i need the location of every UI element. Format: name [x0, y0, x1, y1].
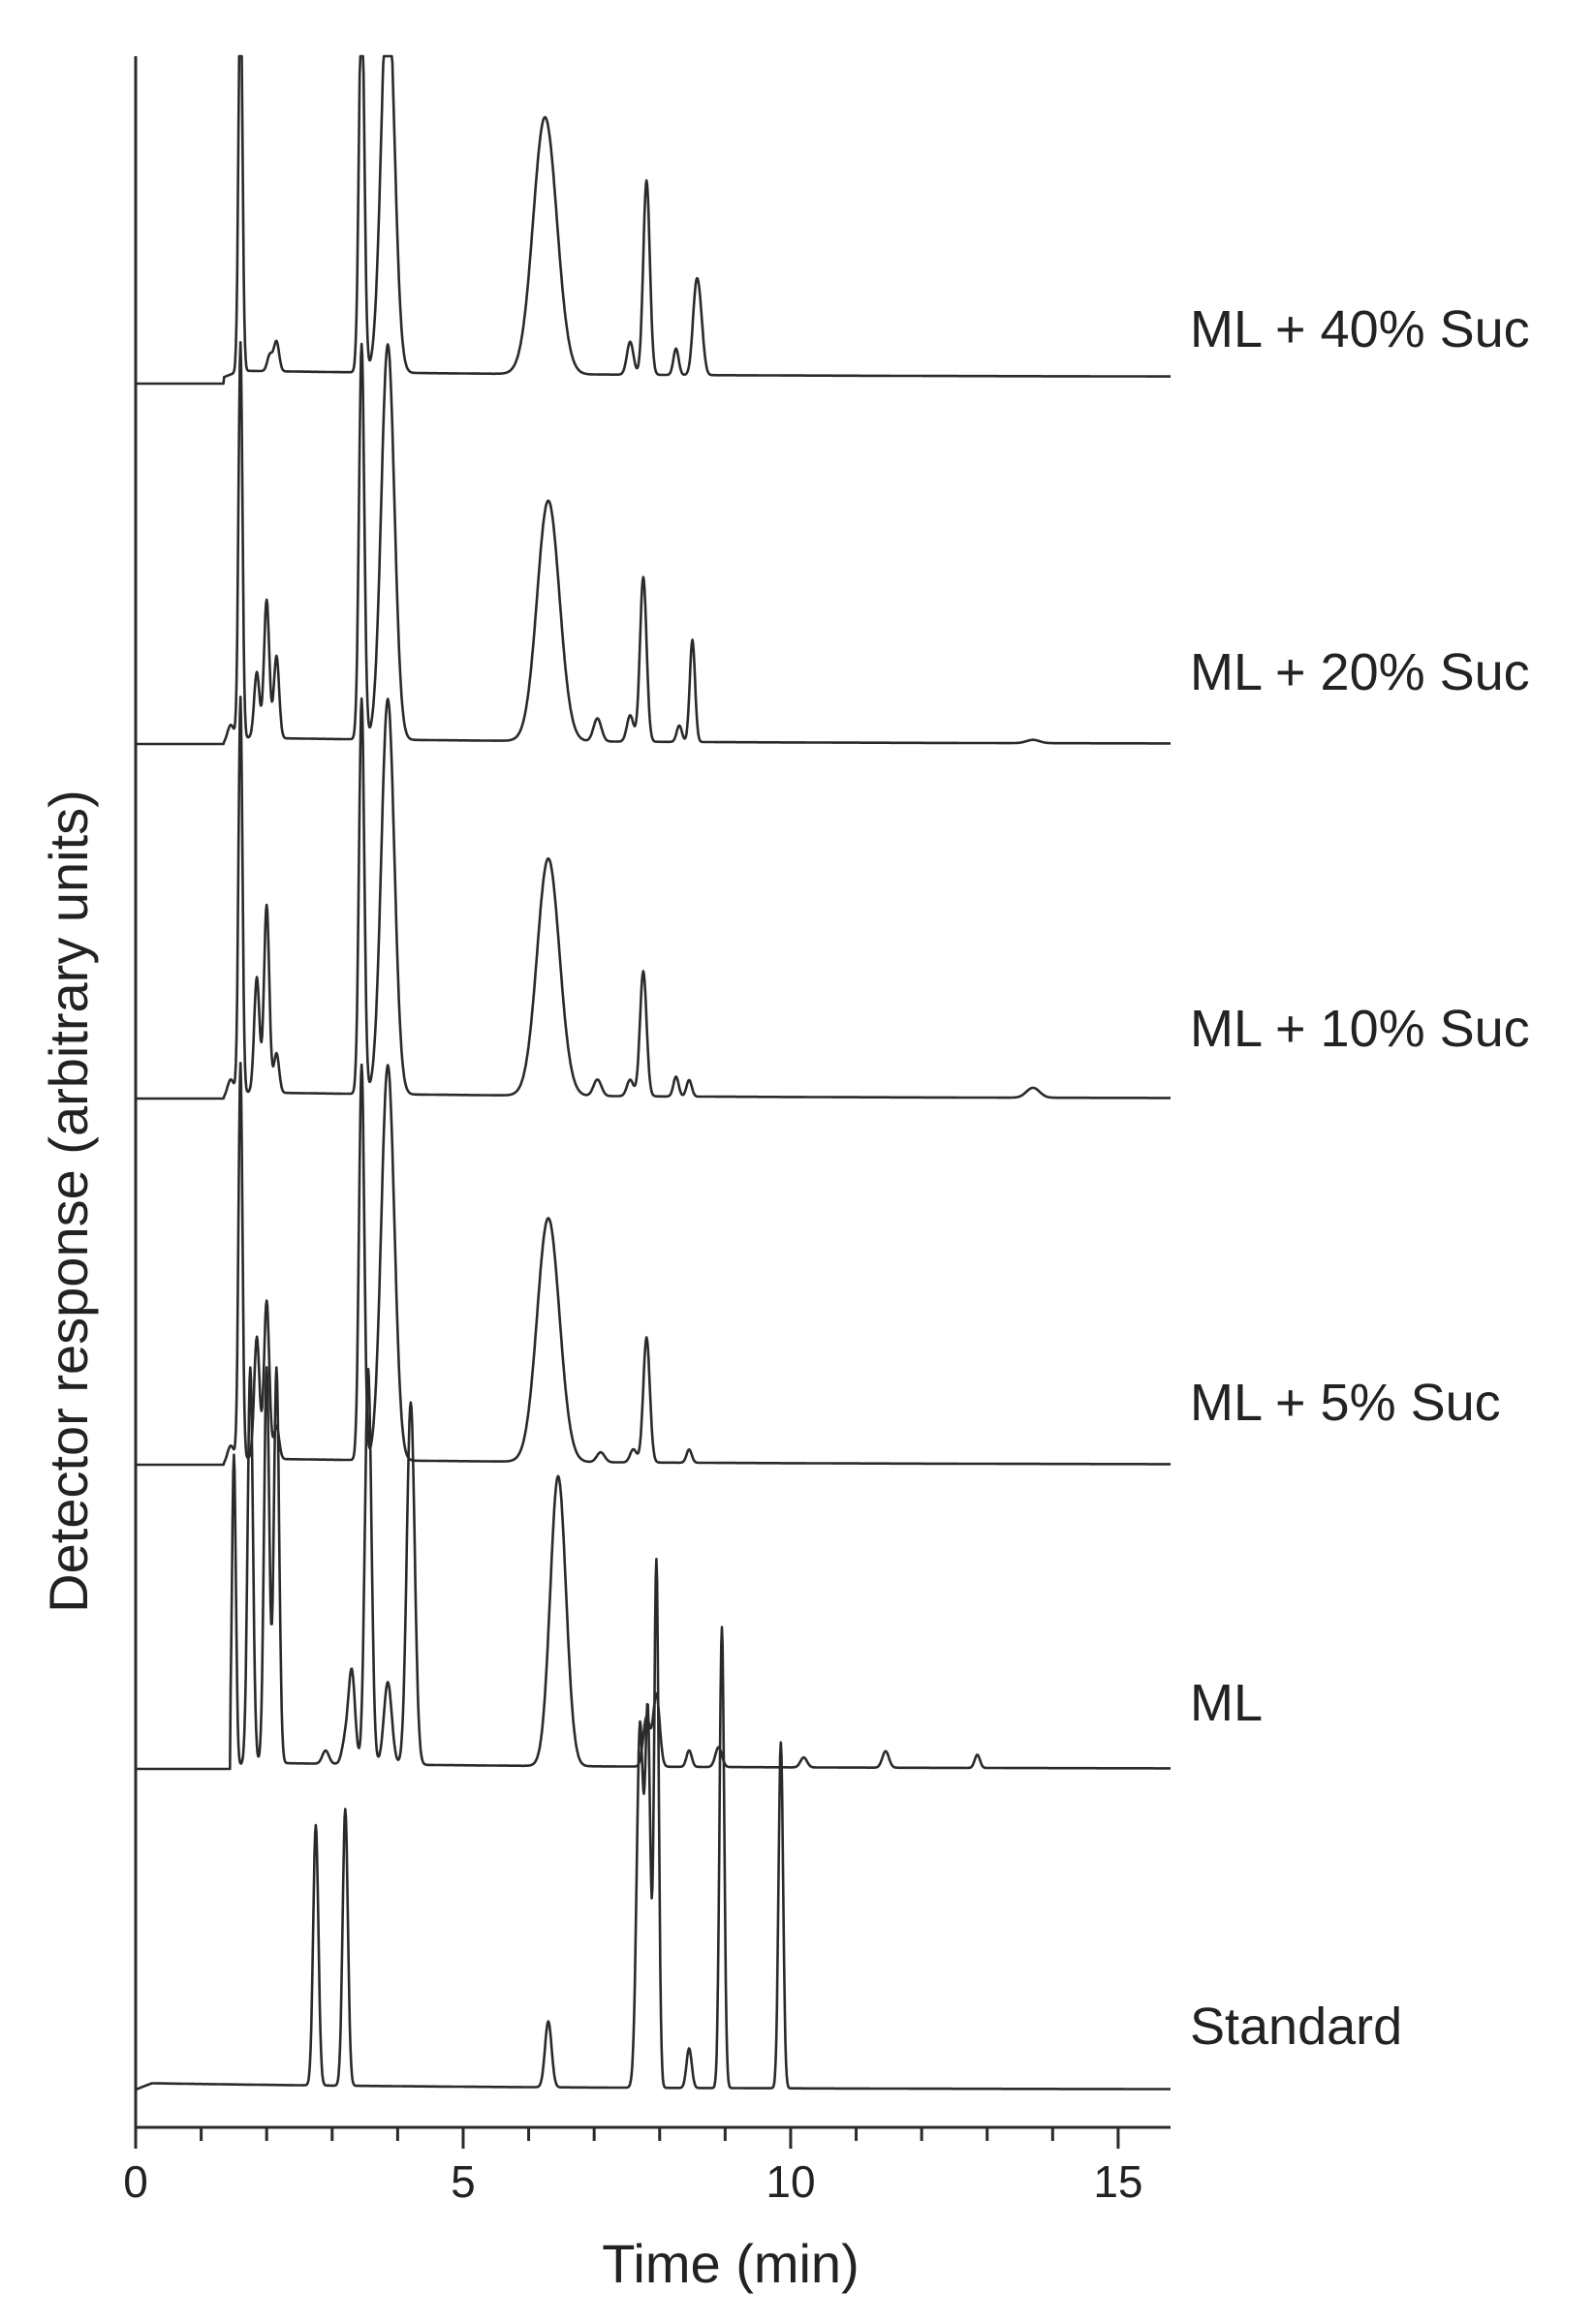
x-tick-label-10: 10 [766, 2156, 815, 2207]
trace-line-2 [135, 341, 1172, 746]
x-tick-label-15: 15 [1093, 2156, 1142, 2207]
trace-line-3 [135, 696, 1172, 1100]
x-tick-group: 0 5 10 15 [123, 2127, 1143, 2207]
trace-line-6 [135, 1558, 1172, 2092]
trace-label-3: ML + 10% Suc [1190, 1000, 1530, 1058]
trace-label-5: ML [1190, 1674, 1263, 1732]
trace-label-group: ML + 40% Suc ML + 20% Suc ML + 10% Suc ML +… [1190, 300, 1530, 2056]
trace-label-4: ML + 5% Suc [1190, 1374, 1501, 1432]
trace-label-2: ML + 20% Suc [1190, 643, 1530, 701]
y-axis-title: Detector response (arbitrary units) [38, 790, 99, 1613]
trace-line-4 [135, 1062, 1172, 1467]
trace-line-5 [135, 1366, 1172, 1771]
trace-label-6: Standard [1190, 1998, 1402, 2056]
x-tick-label-5: 5 [451, 2156, 476, 2207]
x-tick-label-0: 0 [123, 2156, 148, 2207]
trace-label-1: ML + 40% Suc [1190, 300, 1530, 358]
trace-group [135, 54, 1172, 2092]
trace-line-1 [135, 54, 1172, 386]
x-axis-title: Time (min) [602, 2233, 859, 2294]
